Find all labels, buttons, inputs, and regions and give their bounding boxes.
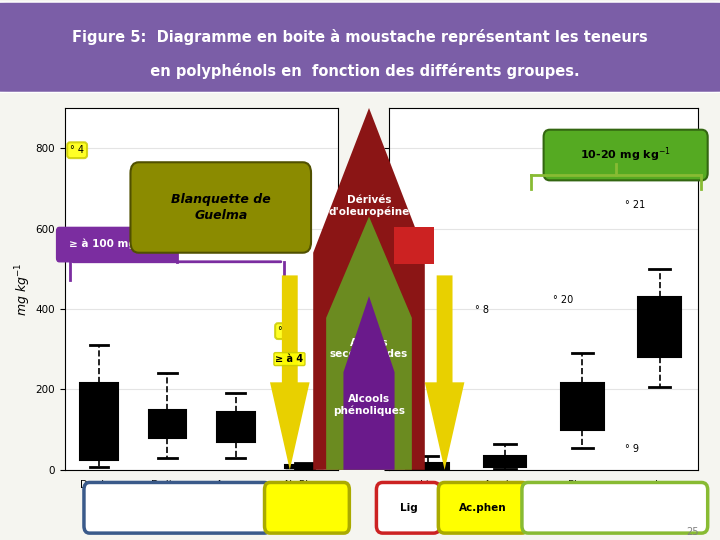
FancyBboxPatch shape <box>57 227 177 262</box>
Text: ≥ à 4: ≥ à 4 <box>275 354 304 364</box>
Text: ° 20: ° 20 <box>553 295 573 305</box>
Text: ° 8: ° 8 <box>475 305 490 315</box>
Text: Blanquette de
Guelma: Blanquette de Guelma <box>171 193 271 222</box>
PathPatch shape <box>639 297 681 357</box>
PathPatch shape <box>217 411 255 442</box>
FancyBboxPatch shape <box>84 482 270 533</box>
Text: 10-20 mg kg$^{-1}$: 10-20 mg kg$^{-1}$ <box>580 146 671 164</box>
Y-axis label: mg kg$^{-1}$: mg kg$^{-1}$ <box>13 262 32 315</box>
FancyBboxPatch shape <box>377 482 440 533</box>
Text: ≥ à 100 mg kg⁻¹: ≥ à 100 mg kg⁻¹ <box>69 239 164 249</box>
PathPatch shape <box>285 465 323 468</box>
Text: Acides
secoiridoides: Acides secoiridoides <box>330 338 408 360</box>
Text: en polyphénols en  fonction des différents groupes.: en polyphénols en fonction des différent… <box>140 63 580 79</box>
FancyBboxPatch shape <box>438 482 528 533</box>
PathPatch shape <box>148 409 186 437</box>
PathPatch shape <box>406 463 449 469</box>
FancyBboxPatch shape <box>0 2 720 92</box>
Text: ° 4: ° 4 <box>278 326 292 336</box>
FancyBboxPatch shape <box>264 482 349 533</box>
PathPatch shape <box>80 383 118 460</box>
Text: ° 22: ° 22 <box>141 180 162 191</box>
Text: Dérivés
d'oleuropéine: Dérivés d'oleuropéine <box>328 194 410 217</box>
Text: ° 21: ° 21 <box>625 200 645 211</box>
Text: Lig: Lig <box>400 503 418 513</box>
Text: Ac.phen: Ac.phen <box>459 503 507 513</box>
Text: ° 18: ° 18 <box>141 245 161 255</box>
FancyBboxPatch shape <box>544 130 708 180</box>
FancyBboxPatch shape <box>130 162 311 253</box>
PathPatch shape <box>561 383 603 430</box>
FancyBboxPatch shape <box>522 482 708 533</box>
Text: ° 9: ° 9 <box>625 444 639 454</box>
Text: Figure 5:  Diagramme en boite à moustache représentant les teneurs: Figure 5: Diagramme en boite à moustache… <box>72 29 648 45</box>
Text: ° 4: ° 4 <box>70 145 84 155</box>
PathPatch shape <box>484 456 526 467</box>
Text: Alcools
phénoliques: Alcools phénoliques <box>333 394 405 416</box>
Text: 25: 25 <box>686 526 698 537</box>
